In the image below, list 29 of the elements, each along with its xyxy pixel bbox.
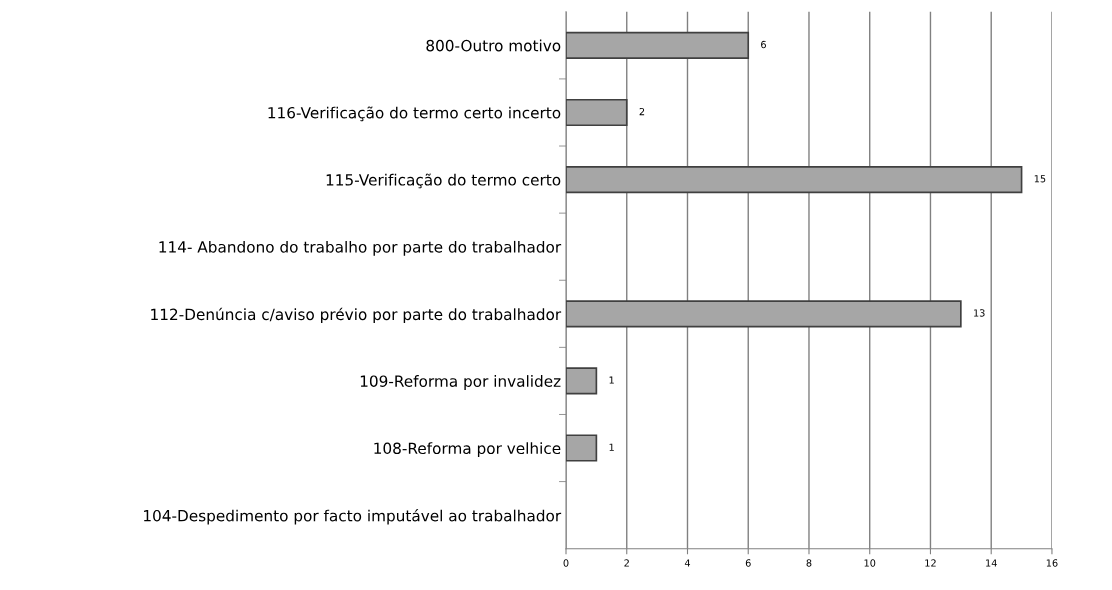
data-label: 13 [974, 309, 985, 317]
y-tick-label: 114- Abandono do trabalho por parte do trabalhador [159, 240, 562, 256]
x-tick-label: 16 [1046, 559, 1058, 567]
bar [566, 31, 750, 59]
x-tick-label: 6 [745, 559, 751, 567]
x-tick-label: 0 [563, 559, 569, 567]
data-label: 2 [639, 107, 645, 116]
y-tick-label: 116-Verificação do termo certo incerto [268, 106, 561, 122]
x-tick-label: 14 [986, 559, 997, 567]
data-label: 1 [609, 443, 614, 451]
data-label: 15 [1034, 175, 1046, 183]
data-label: 1 [609, 376, 614, 384]
bar [566, 434, 598, 462]
x-tick-label: 2 [624, 559, 629, 567]
bar [566, 165, 1023, 194]
x-tick-label: 12 [925, 559, 936, 567]
y-tick-label: 800-Outro motivo [426, 39, 561, 52]
y-tick-label: 115-Verificação do termo certo [326, 173, 561, 189]
y-tick-label: 104-Despedimento por facto imputável ao trabalhador [144, 509, 562, 525]
x-tick-label: 4 [684, 559, 691, 567]
x-tick-label: 10 [864, 559, 876, 567]
bar [566, 367, 598, 395]
y-tick-label: 112-Denúncia c/aviso prévio por parte do trabalhador [151, 307, 562, 324]
y-tick-label: 108-Reforma por velhice [374, 442, 561, 458]
x-tick-label: 8 [806, 559, 812, 567]
y-tick-label: 109-Reforma por invalidez [360, 375, 561, 390]
data-label: 6 [761, 40, 766, 49]
bar [566, 300, 962, 328]
bar [566, 98, 628, 127]
